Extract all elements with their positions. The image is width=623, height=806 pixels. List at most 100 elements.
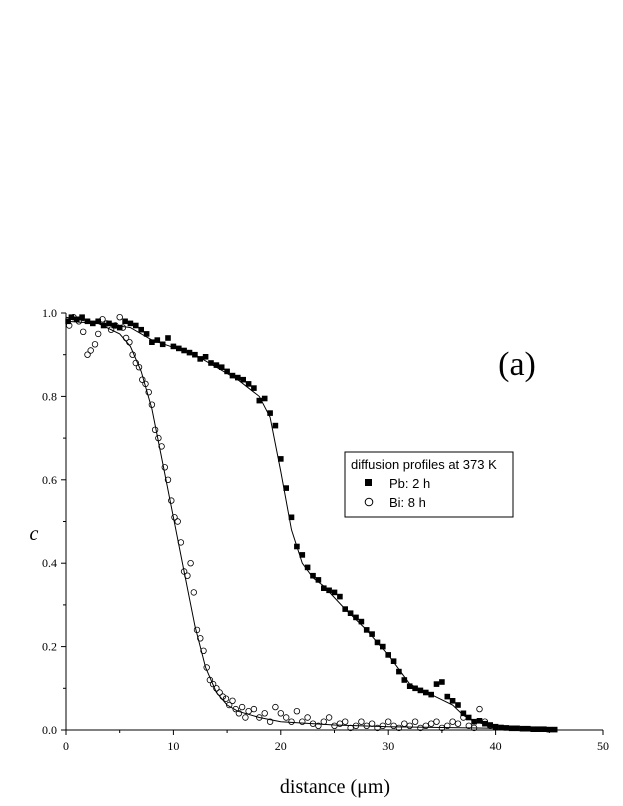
data-point-pb [218, 364, 225, 370]
data-point-bi [428, 720, 435, 727]
data-point-bi [126, 339, 133, 346]
data-point-bi [119, 324, 127, 331]
data-point-bi [368, 720, 376, 727]
data-point-pb [127, 320, 134, 327]
data-point-pb [202, 354, 209, 360]
data-point-pb [186, 349, 193, 356]
data-point-pb [465, 714, 472, 721]
data-point-pb [503, 725, 510, 731]
data-point-pb [133, 322, 139, 329]
data-point-pb [208, 360, 214, 366]
data-point-bi [158, 443, 165, 450]
data-point-bi [390, 722, 397, 729]
data-point-pb [68, 314, 75, 320]
data-point-pb [176, 345, 182, 352]
data-point-bi [250, 705, 258, 713]
x-axis-label: distance (μm) [280, 776, 390, 798]
data-point-pb [256, 397, 263, 404]
data-point-bi [122, 334, 130, 342]
data-point-pb [396, 668, 402, 675]
data-point-pb [487, 722, 493, 728]
data-point-pb [224, 368, 230, 375]
data-point-pb [229, 372, 236, 379]
data-point-bi [315, 722, 322, 729]
data-point-bi [363, 722, 370, 729]
data-point-pb [369, 631, 375, 637]
x-tick-label: 50 [597, 739, 609, 753]
data-point-bi [406, 722, 413, 729]
data-point-pb [213, 362, 220, 368]
data-point-bi [358, 718, 365, 725]
fit-line-pb [65, 320, 550, 731]
data-point-pb [363, 627, 370, 633]
data-point-bi [219, 693, 226, 700]
data-point-bi [84, 351, 91, 358]
data-point-bi [320, 718, 327, 725]
data-point-bi [193, 626, 201, 634]
data-point-pb [299, 552, 306, 558]
y-tick-label: 0.8 [42, 389, 57, 403]
data-point-pb [498, 724, 504, 731]
data-point-bi [148, 401, 156, 408]
data-point-pb [165, 335, 171, 341]
data-point-bi [203, 664, 210, 671]
data-point-bi [481, 718, 489, 725]
data-point-pb [326, 587, 332, 594]
fit-lines [65, 316, 550, 731]
data-point-pb [433, 681, 440, 687]
x-tick-label: 20 [275, 739, 287, 753]
data-point-pb [283, 485, 289, 491]
data-point-bi [444, 722, 451, 729]
data-point-bi [288, 718, 295, 725]
data-point-bi [309, 720, 317, 727]
data-point-bi [342, 718, 349, 725]
data-point-bi [272, 703, 279, 711]
data-point-pb [417, 687, 424, 694]
y-tick-label: 0.0 [42, 723, 57, 737]
data-point-bi [293, 708, 301, 715]
data-point-pb [272, 422, 279, 429]
legend-box [344, 451, 514, 518]
data-point-pb [159, 341, 166, 348]
data-point-bi [433, 718, 440, 725]
data-point-pb [267, 410, 273, 416]
x-tick-label: 30 [382, 739, 394, 753]
data-point-pb [535, 726, 542, 732]
data-point-bi [164, 476, 172, 483]
data-point-bi [142, 380, 149, 388]
data-point-pb [385, 652, 391, 658]
data-point-bi [242, 714, 249, 721]
x-ticks: 0 10 20 30 40 50 [63, 730, 609, 753]
data-point-pb [508, 725, 515, 732]
data-point-pb [530, 726, 536, 732]
data-point-bi [139, 376, 146, 383]
data-point-bi [174, 518, 181, 525]
x-tick-label: 40 [490, 739, 502, 753]
data-point-pb [390, 658, 397, 664]
data-point-bi [352, 722, 360, 729]
data-point-pb [310, 572, 316, 579]
y-axis-label: c [30, 523, 39, 545]
data-point-bi [438, 724, 446, 732]
data-point-pb [342, 606, 348, 612]
data-point-bi [187, 560, 194, 567]
y-tick-label: 1.0 [42, 306, 57, 320]
data-point-bi [465, 722, 472, 729]
data-point-bi [487, 722, 494, 729]
data-point-pb [65, 318, 71, 325]
data-point-bi [213, 685, 220, 692]
data-point-pb [428, 691, 434, 698]
data-point-bi [161, 464, 168, 471]
data-point-bi [151, 426, 159, 433]
data-point-bi [91, 341, 99, 348]
data-point-pb [449, 698, 456, 704]
data-point-bi [206, 676, 214, 684]
data-point-pb [519, 725, 526, 732]
data-point-pb [401, 677, 408, 683]
data-point-bi [184, 572, 191, 579]
data-point-pb [143, 331, 150, 337]
data-point-bi [401, 720, 408, 727]
data-point-pb [235, 374, 241, 381]
data-point-bi [454, 720, 462, 727]
data-point-pb [170, 343, 177, 350]
